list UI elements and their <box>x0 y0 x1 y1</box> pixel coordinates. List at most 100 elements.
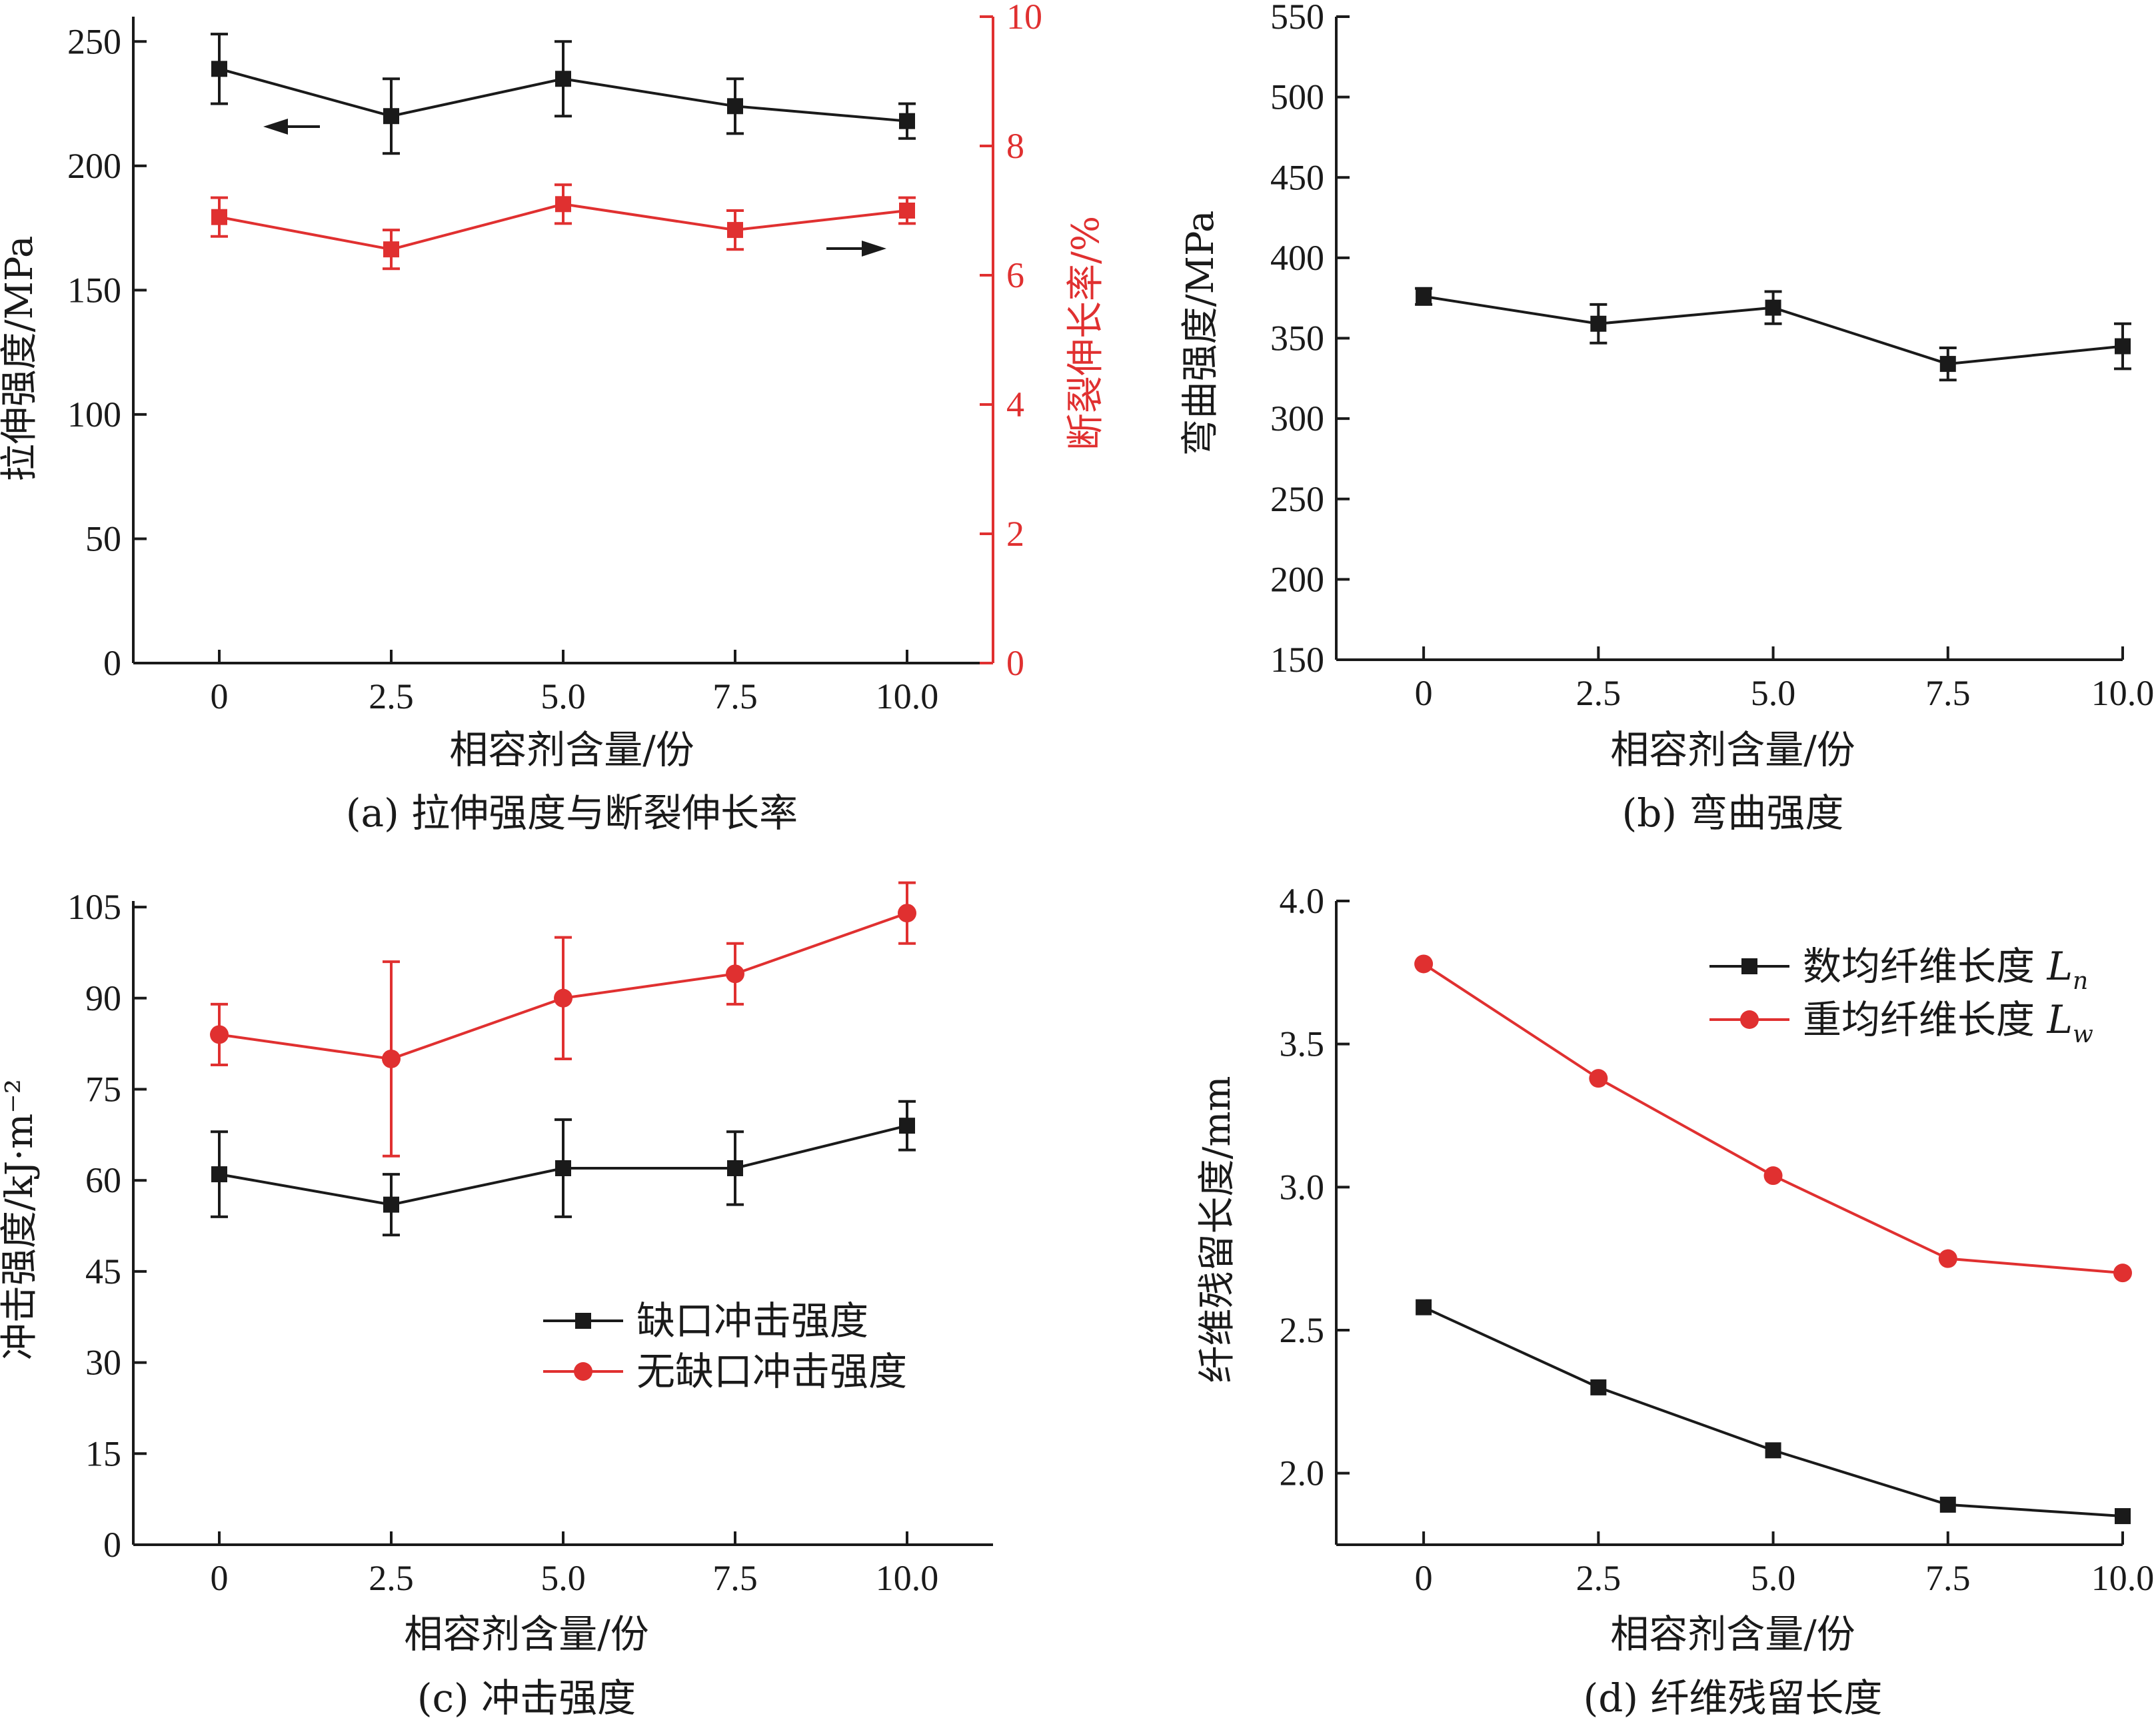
data-point <box>1939 1496 1956 1513</box>
legend-symbol: L <box>2046 944 2073 989</box>
data-point <box>1589 1069 1608 1088</box>
data-point <box>555 1160 571 1176</box>
data-point <box>1763 1166 1783 1186</box>
data-point <box>382 1049 401 1068</box>
legend-label-notched: 缺口冲击强度 <box>636 1298 868 1343</box>
y-tick-label: 100 <box>67 395 121 434</box>
legend-symbol: L <box>2046 997 2073 1042</box>
panel-c-caption: (c) 冲击强度 <box>417 1675 636 1721</box>
data-point <box>555 196 571 213</box>
x-tick-label: 0 <box>211 1558 229 1598</box>
data-point <box>383 1196 399 1213</box>
y2-tick-label: 0 <box>1006 643 1024 683</box>
y-tick-label: 50 <box>85 518 121 558</box>
data-point <box>383 108 399 125</box>
panel-b-caption: (b) 弯曲强度 <box>1622 790 1844 836</box>
y-tick-label: 250 <box>67 21 121 61</box>
legend-label-unnotched: 无缺口冲击强度 <box>636 1349 907 1394</box>
data-point <box>1938 1249 1957 1268</box>
data-point <box>1414 954 1434 974</box>
x-tick-label: 10.0 <box>2091 1558 2155 1598</box>
y-tick-label: 90 <box>85 978 121 1018</box>
y-tick-label: 30 <box>85 1343 121 1383</box>
data-point <box>899 1118 915 1134</box>
y-tick-label: 400 <box>1270 238 1324 278</box>
y-tick-label: 3.5 <box>1280 1024 1325 1064</box>
panel-c-xlabel: 相容剂含量/份 <box>404 1611 649 1657</box>
y-tick-label: 4.0 <box>1280 881 1325 921</box>
data-point <box>383 241 399 258</box>
panel-a-plot: 0 2.5 5.0 7.5 10.0 0 50 100 150 200 250 0 2 4 6 8 10 <box>67 0 1042 716</box>
x-tick-label: 7.5 <box>712 1558 758 1598</box>
x-tick-label: 2.5 <box>1576 673 1621 713</box>
y-tick-label: 105 <box>67 887 121 927</box>
panel-d-xlabel: 相容剂含量/份 <box>1610 1611 1855 1657</box>
y2-tick-label: 4 <box>1006 385 1024 425</box>
data-point <box>211 1166 227 1183</box>
data-point <box>211 209 227 225</box>
data-point <box>554 988 572 1008</box>
data-point <box>727 98 743 115</box>
panel-d-legend: 数均纤维长度 Ln 重均纤维长度 Lw <box>1709 944 2093 1048</box>
panel-b-plot: 0 2.5 5.0 7.5 10.0 150 200 250 300 350 400 450 500 55… <box>1270 0 2154 713</box>
series-line <box>1423 1305 2123 1518</box>
y-tick-label: 150 <box>1270 640 1324 680</box>
legend-subscript: w <box>2073 1021 2093 1048</box>
y-tick-label: 3.0 <box>1280 1167 1325 1207</box>
data-point <box>898 904 916 923</box>
x-tick-label: 0 <box>211 676 229 716</box>
y-tick-label: 2.0 <box>1280 1453 1325 1493</box>
x-tick-label: 2.5 <box>369 676 414 716</box>
data-point <box>2115 1508 2131 1525</box>
y-tick-label: 350 <box>1270 319 1324 359</box>
y-tick-label: 200 <box>1270 559 1324 599</box>
y-tick-label: 550 <box>1270 0 1324 37</box>
data-point <box>1416 288 1432 305</box>
legend-marker-circle <box>1740 1010 1759 1029</box>
legend-label-lw-text: 重均纤维长度 <box>1803 997 2035 1042</box>
y2-tick-label: 10 <box>1006 0 1042 37</box>
legend-marker-circle <box>574 1362 592 1381</box>
x-tick-label: 10.0 <box>876 676 939 716</box>
x-tick-label: 7.5 <box>1925 673 1971 713</box>
x-tick-label: 2.5 <box>1576 1558 1621 1598</box>
x-tick-label: 2.5 <box>369 1558 414 1598</box>
y-tick-label: 150 <box>67 270 121 310</box>
data-point <box>1939 356 1956 373</box>
arrow-head <box>862 241 886 257</box>
panel-c-ylabel: 冲击强度/kJ·m⁻² <box>0 1079 41 1360</box>
legend-label-ln: 数均纤维长度 Ln <box>1803 944 2088 995</box>
panel-a-ylabel: 拉伸强度/MPa <box>0 236 41 482</box>
data-point <box>1765 299 1781 316</box>
x-tick-label: 5.0 <box>540 676 586 716</box>
y-tick-label: 450 <box>1270 157 1324 197</box>
y-tick-label: 200 <box>67 146 121 186</box>
legend-label-lw: 重均纤维长度 Lw <box>1803 997 2093 1048</box>
panel-c-plot: 0 2.5 5.0 7.5 10.0 0 15 30 45 60 75 90 105 <box>67 881 993 1598</box>
y-tick-label: 2.5 <box>1280 1310 1325 1350</box>
x-tick-label: 10.0 <box>2091 673 2155 713</box>
y2-tick-label: 8 <box>1006 126 1024 166</box>
data-point <box>2115 338 2131 355</box>
data-point <box>727 1160 743 1176</box>
y2-tick-label: 6 <box>1006 255 1024 295</box>
y-tick-label: 500 <box>1270 77 1324 117</box>
panel-a-y2label: 断裂伸长率/% <box>1064 216 1108 450</box>
y-tick-label: 75 <box>85 1070 121 1110</box>
panel-d-ylabel: 纤维残留长度/mm <box>1196 1076 1239 1383</box>
panel-d-caption: (d) 纤维残留长度 <box>1584 1675 1883 1721</box>
arrow-right-indicator <box>826 241 886 257</box>
x-tick-label: 0 <box>1415 1558 1433 1598</box>
panel-c-legend: 缺口冲击强度 无缺口冲击强度 <box>543 1298 907 1394</box>
y-tick-label: 60 <box>85 1160 121 1200</box>
panel-b: 0 2.5 5.0 7.5 10.0 150 200 250 300 350 400 450 500 55… <box>1179 0 2154 836</box>
y-tick-label: 300 <box>1270 399 1324 438</box>
panel-a-xlabel: 相容剂含量/份 <box>449 727 694 772</box>
data-point <box>899 203 915 219</box>
x-tick-label: 7.5 <box>712 676 758 716</box>
y-tick-label: 45 <box>85 1252 121 1292</box>
panel-d-plot: 0 2.5 5.0 7.5 10.0 2.0 2.5 3.0 3.5 4.0 <box>1280 881 2155 1598</box>
panel-b-ylabel: 弯曲强度/MPa <box>1179 211 1222 456</box>
data-point <box>1765 1442 1781 1459</box>
